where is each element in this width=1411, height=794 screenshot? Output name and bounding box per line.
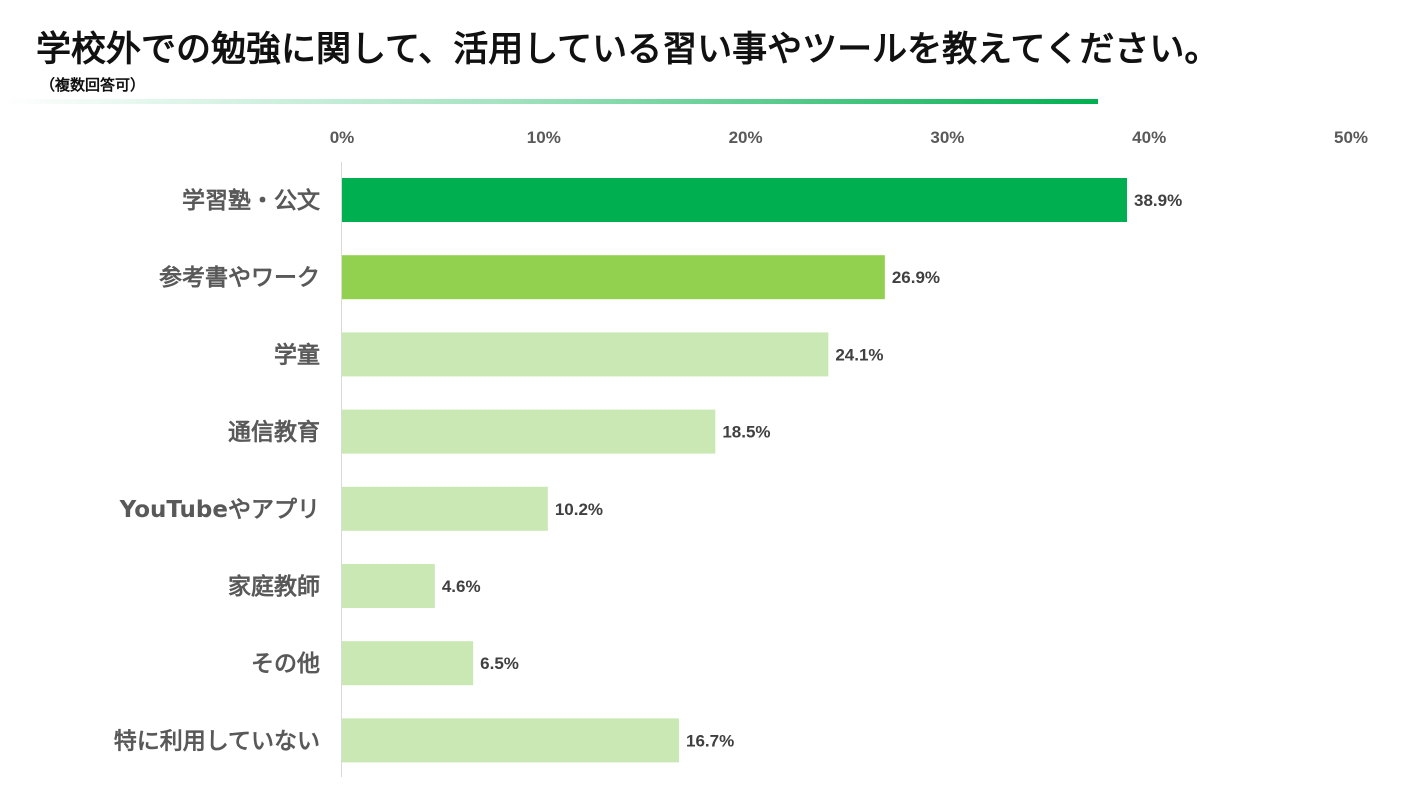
bar [342, 409, 716, 454]
bar [342, 332, 829, 377]
bar [342, 178, 1128, 222]
title-underline [0, 99, 1098, 104]
x-tick-label: 10% [527, 128, 561, 147]
x-tick-label: 40% [1132, 128, 1166, 147]
bar [342, 564, 435, 608]
bar [342, 486, 548, 531]
data-label: 24.1% [835, 345, 883, 364]
data-label: 10.2% [555, 500, 603, 519]
multiple-answer-note: （複数回答可） [40, 76, 146, 94]
page-title: 学校外での勉強に関して、活用している習い事やツールを教えてください。 [36, 30, 1220, 70]
category-label: その他 [251, 651, 320, 677]
bar [342, 718, 680, 763]
data-label: 4.6% [442, 577, 481, 596]
x-tick-label: 50% [1334, 128, 1368, 147]
category-label: 参考書やワーク [159, 264, 320, 291]
data-label: 26.9% [892, 268, 940, 287]
x-tick-label: 30% [930, 128, 964, 147]
bar [342, 641, 474, 686]
category-label: 特に利用していない [114, 728, 320, 754]
x-tick-label: 20% [729, 128, 763, 147]
category-label: 学童 [274, 341, 320, 368]
category-label: 家庭教師 [228, 573, 320, 600]
data-label: 16.7% [686, 731, 734, 750]
category-label: 通信教育 [228, 419, 320, 446]
category-label: 学習塾・公文 [182, 187, 321, 214]
x-tick-label: 0% [330, 128, 355, 147]
data-label: 38.9% [1134, 191, 1182, 210]
bar [342, 255, 885, 300]
data-label: 18.5% [722, 423, 770, 442]
data-label: 6.5% [480, 654, 519, 673]
category-label: YouTubeやアプリ [119, 497, 320, 523]
